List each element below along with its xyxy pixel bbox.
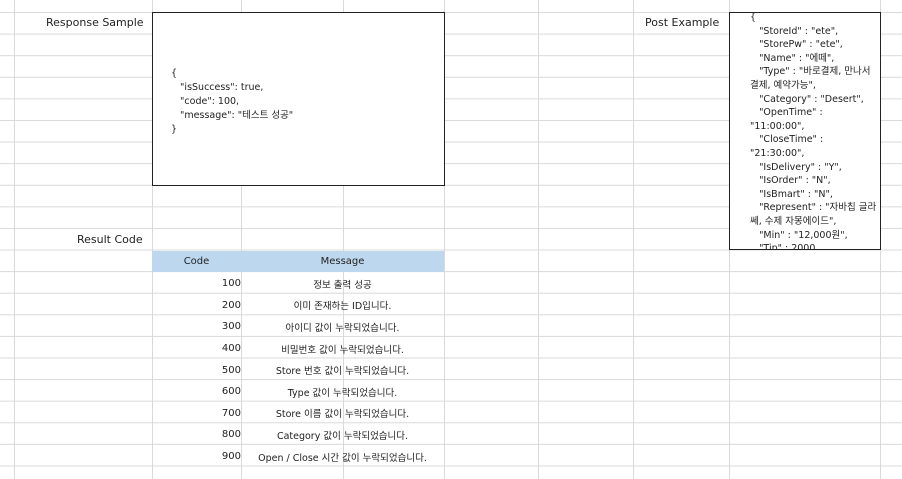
table-row[interactable]: 500 Store 번호 값이 누락되었습니다. xyxy=(152,359,444,381)
table-row[interactable]: 100 정보 출력 성공 xyxy=(152,273,444,295)
code-cell: 600 xyxy=(221,386,241,398)
column-divider xyxy=(152,0,153,479)
column-divider xyxy=(14,0,15,479)
table-row[interactable]: 300 아이디 값이 누락되었습니다. xyxy=(152,316,444,338)
table-row[interactable]: 600 Type 값이 누락되었습니다. xyxy=(152,381,444,403)
code-cell: 700 xyxy=(221,407,241,419)
table-row[interactable]: 700 Store 이름 값이 누락되었습니다. xyxy=(152,403,444,425)
code-cell: 800 xyxy=(221,429,241,441)
message-cell: Type 값이 누락되었습니다. xyxy=(287,387,398,399)
code-cell: 100 xyxy=(221,278,241,290)
post-line: "Min" : "12,000원", xyxy=(750,229,848,241)
column-divider xyxy=(444,0,445,479)
result-table-header: Code Message xyxy=(152,251,444,272)
post-line: "IsBmart" : "N", xyxy=(750,188,833,200)
code-cell: 200 xyxy=(221,299,241,311)
post-line: "OpenTime" : "11:00:00", xyxy=(750,107,826,132)
message-cell: 비밀번호 값이 누락되었습니다. xyxy=(281,344,404,356)
result-code-label: Result Code xyxy=(77,233,143,246)
message-cell: Store 번호 값이 누락되었습니다. xyxy=(275,366,410,378)
code-cell: 300 xyxy=(221,321,241,333)
post-line: "Type" : "바로결제, 만나서결제, 예약가능", xyxy=(750,66,871,91)
post-line: "Represent" : "자바칩 글라쎄, 수제 자몽에이드", xyxy=(750,202,877,227)
post-line: "Tip" : 2000 xyxy=(750,243,816,250)
column-divider xyxy=(538,0,539,479)
code-cell: 900 xyxy=(221,451,241,463)
message-cell: Category 값이 누락되었습니다. xyxy=(276,430,409,442)
post-line: "StorePw" : "ete", xyxy=(750,39,843,51)
table-row[interactable]: 900 Open / Close 시간 값이 누락되었습니다. xyxy=(152,446,444,468)
message-cell: Open / Close 시간 값이 누락되었습니다. xyxy=(258,452,427,464)
post-line: { xyxy=(750,12,757,23)
message-cell: 정보 출력 성공 xyxy=(313,279,372,291)
response-line: { xyxy=(171,68,178,79)
response-line: "code": 100, xyxy=(171,96,240,107)
message-cell: 아이디 값이 누락되었습니다. xyxy=(285,322,400,334)
post-line: "Name" : "에떼", xyxy=(750,52,835,64)
code-cell: 500 xyxy=(221,364,241,376)
post-line: "StoreId" : "ete", xyxy=(750,25,839,37)
column-header-message: Message xyxy=(320,256,365,267)
post-example-label: Post Example xyxy=(645,16,720,29)
column-divider xyxy=(633,0,634,479)
response-line: "message": "테스트 성공" xyxy=(171,110,294,121)
post-example-box[interactable]: { "StoreId" : "ete", "StorePw" : "ete", … xyxy=(729,12,881,250)
response-sample-label: Response Sample xyxy=(46,16,144,29)
column-divider xyxy=(343,0,344,479)
response-line: "isSuccess": true, xyxy=(171,82,264,93)
post-line: "IsOrder" : "N", xyxy=(750,175,831,187)
response-line: } xyxy=(171,124,178,135)
table-row[interactable]: 200 이미 존재하는 ID입니다. xyxy=(152,295,444,317)
table-row[interactable]: 800 Category 값이 누락되었습니다. xyxy=(152,424,444,446)
response-sample-box[interactable]: { "isSuccess": true, "code": 100, "messa… xyxy=(152,12,445,186)
post-line: "Category" : "Desert", xyxy=(750,93,864,105)
column-header-code: Code xyxy=(183,256,210,267)
table-row[interactable]: 400 비밀번호 값이 누락되었습니다. xyxy=(152,338,444,360)
code-cell: 400 xyxy=(221,343,241,355)
message-cell: Store 이름 값이 누락되었습니다. xyxy=(275,409,410,421)
column-divider xyxy=(241,0,242,479)
post-line: "IsDelivery" : "Y", xyxy=(750,161,842,173)
message-cell: 이미 존재하는 ID입니다. xyxy=(293,301,392,313)
post-line: "CloseTime" : "21:30:00", xyxy=(750,134,827,159)
